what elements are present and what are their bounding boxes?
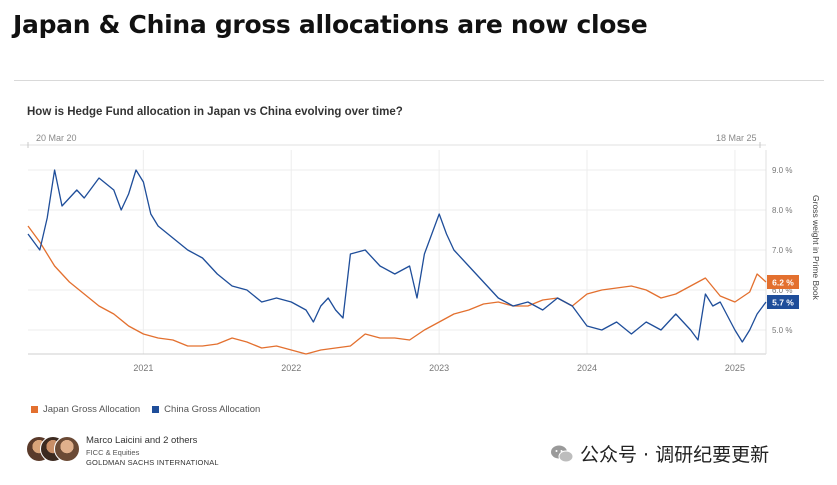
author-firm: GOLDMAN SACHS INTERNATIONAL xyxy=(86,458,219,467)
page-headline: Japan & China gross allocations are now … xyxy=(13,10,648,39)
watermark: 公众号 · 调研纪要更新 xyxy=(550,440,769,467)
y-tick-label: 8.0 % xyxy=(772,206,792,215)
author-department: FICC & Equities xyxy=(86,448,140,457)
wechat-icon xyxy=(551,445,574,462)
series-line-japan xyxy=(27,225,767,355)
end-value-badge-japan xyxy=(767,275,799,289)
chart-legend: Japan Gross Allocation China Gross Alloc… xyxy=(31,404,260,415)
legend-label-japan: Japan Gross Allocation xyxy=(43,404,141,415)
author-name[interactable]: Marco Laicini and 2 others xyxy=(86,435,198,446)
y-tick-label: 7.0 % xyxy=(772,246,792,255)
legend-swatch-japan xyxy=(31,406,38,413)
x-tick-label: 2021 xyxy=(133,363,153,373)
end-value-badge-china xyxy=(767,295,799,309)
y-tick-label: 6.0 % xyxy=(772,286,792,295)
end-value-label-china: 5.7 % xyxy=(772,298,794,308)
top-divider xyxy=(14,80,824,81)
legend-item-china[interactable]: China Gross Allocation xyxy=(152,404,260,415)
range-end-date: 18 Mar 25 xyxy=(716,133,757,143)
y-tick-label: 5.0 % xyxy=(772,326,792,335)
series-line-china xyxy=(27,169,767,343)
range-start-date: 20 Mar 20 xyxy=(36,133,77,143)
chart-title: How is Hedge Fund allocation in Japan vs… xyxy=(27,106,403,118)
legend-swatch-china xyxy=(152,406,160,413)
author-avatars[interactable] xyxy=(26,436,82,464)
legend-label-china: China Gross Allocation xyxy=(164,404,261,415)
x-tick-label: 2022 xyxy=(281,363,301,373)
end-value-label-japan: 6.2 % xyxy=(772,278,794,288)
avatar xyxy=(54,436,80,462)
x-tick-label: 2024 xyxy=(577,363,597,373)
y-tick-label: 9.0 % xyxy=(772,166,792,175)
watermark-text: 公众号 · 调研纪要更新 xyxy=(580,444,770,466)
x-tick-label: 2025 xyxy=(725,363,745,373)
x-tick-label: 2023 xyxy=(429,363,449,373)
legend-item-japan[interactable]: Japan Gross Allocation xyxy=(31,404,140,415)
author-block: Marco Laicini and 2 others FICC & Equiti… xyxy=(86,435,219,467)
y-axis-title: Gross weight in Prime Book xyxy=(811,195,821,301)
